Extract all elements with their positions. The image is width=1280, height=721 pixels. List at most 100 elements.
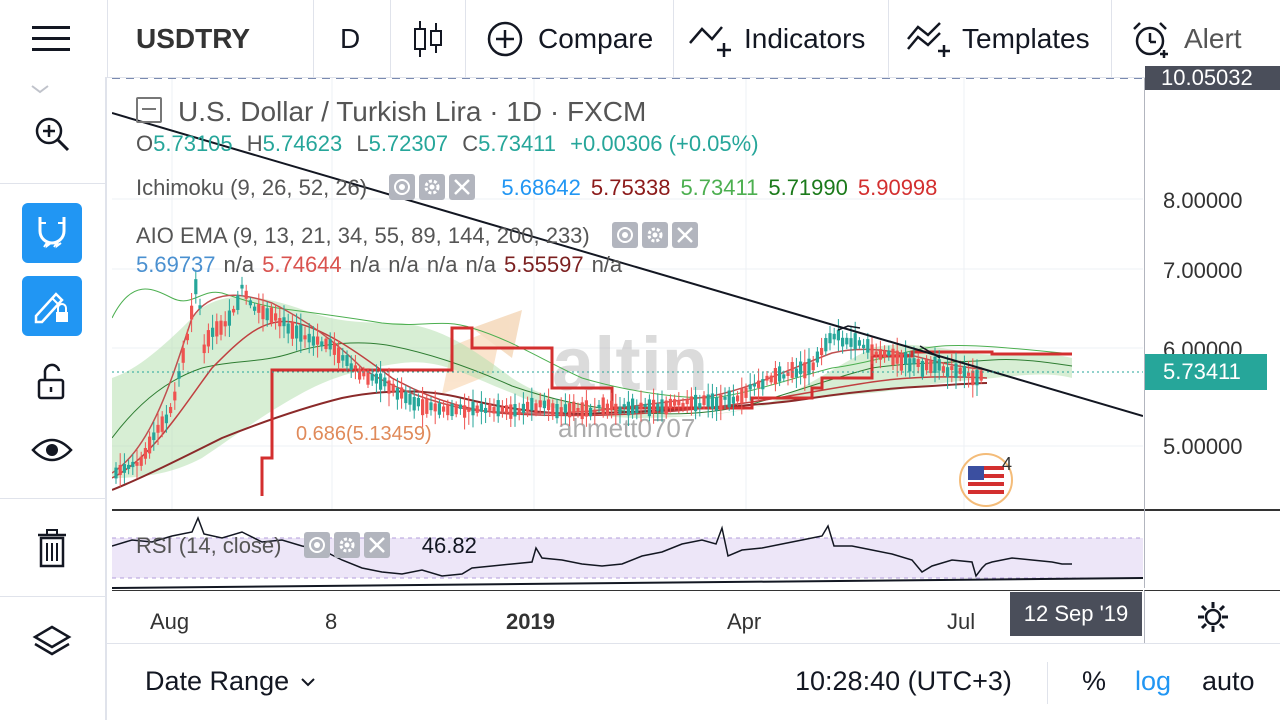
candle-body xyxy=(152,432,156,441)
alert-button[interactable]: Alert xyxy=(1130,0,1242,77)
candle-body xyxy=(878,349,882,360)
chart-canvas: altin ahmett0707 0.686 (5.13459) xyxy=(112,78,1143,510)
candle-body xyxy=(253,306,257,311)
ema-value: n/a xyxy=(591,252,623,277)
candle-body xyxy=(509,404,513,419)
candle-body xyxy=(236,295,240,310)
candle-body xyxy=(412,397,416,411)
candle-body xyxy=(181,348,185,363)
delete-drawings-button[interactable] xyxy=(22,519,82,579)
time-label: Apr xyxy=(727,609,762,634)
candle-body xyxy=(496,400,500,417)
unlock-button[interactable] xyxy=(22,352,82,412)
price-chart[interactable]: altin ahmett0707 0.686 (5.13459) xyxy=(112,78,1143,510)
candle-body xyxy=(446,404,450,416)
candle-body xyxy=(421,399,425,416)
ichimoku-value: 5.75338 xyxy=(590,175,671,200)
date-range-button[interactable]: Date Range xyxy=(145,666,317,697)
object-tree-button[interactable] xyxy=(22,613,82,673)
candle-body xyxy=(694,394,698,412)
candle-body xyxy=(526,401,530,412)
visibility-icon[interactable] xyxy=(303,532,330,558)
candle-body xyxy=(311,336,315,346)
visibility-icon[interactable] xyxy=(389,174,416,200)
candle-body xyxy=(458,404,462,409)
eye-icon xyxy=(31,438,73,462)
chart-settings-button[interactable] xyxy=(1144,590,1280,643)
close-icon[interactable] xyxy=(363,532,390,558)
candle-body xyxy=(773,368,777,385)
rsi-line xyxy=(112,515,1072,578)
candle-body xyxy=(257,304,261,313)
settings-icon[interactable] xyxy=(419,174,446,200)
candle-body xyxy=(664,400,668,415)
time-axis[interactable]: Aug 8 2019 Apr Jul 12 Sep '19 xyxy=(112,590,1143,643)
visibility-icon[interactable] xyxy=(611,222,638,248)
change-value: +0.00306 (+0.05%) xyxy=(570,131,759,156)
candles-icon[interactable] xyxy=(412,0,444,77)
candle-body xyxy=(353,365,357,369)
candle-body xyxy=(929,360,933,374)
menu-icon[interactable] xyxy=(32,0,72,77)
settings-icon[interactable] xyxy=(333,532,360,558)
collapse-icon[interactable] xyxy=(136,97,162,123)
candle-body xyxy=(706,394,710,407)
candle-body xyxy=(652,399,656,413)
ema-values: 5.69737 n/a 5.74644 n/a n/a n/a n/a 5.55597 n/a xyxy=(136,252,630,278)
candle-body xyxy=(954,363,958,379)
zoom-in-button[interactable] xyxy=(22,104,82,164)
indicators-button[interactable]: Indicators xyxy=(688,0,865,77)
candle-body xyxy=(542,400,546,409)
candle-body xyxy=(185,333,189,341)
rsi-pane[interactable]: RSI (14, close) 46.82 xyxy=(112,512,1143,590)
ichimoku-value: 5.73411 xyxy=(680,175,759,200)
templates-button[interactable]: Templates xyxy=(906,0,1090,77)
auto-toggle[interactable]: auto xyxy=(1202,666,1255,696)
candle-body xyxy=(198,305,202,309)
ema-value: n/a xyxy=(465,252,497,277)
candle-body xyxy=(887,350,891,356)
candle-body xyxy=(811,362,815,371)
candle-body xyxy=(383,377,387,387)
candle-body xyxy=(904,352,908,365)
rsi-name: RSI (14, close) xyxy=(136,533,282,558)
compare-button[interactable]: Compare xyxy=(486,0,653,77)
symbol-search[interactable]: USDTRY xyxy=(136,22,251,54)
watermark-text: altin xyxy=(552,322,708,407)
price-scale[interactable]: 10.05032 8.00000 7.00000 6.00000 5.00000… xyxy=(1144,66,1280,588)
candle-body xyxy=(484,407,488,413)
clock-time[interactable]: 10:28:40 (UTC+3) xyxy=(795,666,1012,696)
candle-body xyxy=(589,407,593,417)
time-label: 8 xyxy=(325,609,338,634)
interval-button[interactable]: D xyxy=(340,22,361,54)
chevron-down-icon[interactable] xyxy=(30,81,50,99)
candle-body xyxy=(479,403,483,412)
candle-body xyxy=(765,375,769,381)
candle-body xyxy=(681,402,685,408)
candle-body xyxy=(387,380,391,394)
candle-body xyxy=(307,333,311,343)
candle-body xyxy=(416,397,420,407)
low-value: 5.72307 xyxy=(368,131,449,156)
close-icon[interactable] xyxy=(671,222,698,248)
rsi-canvas xyxy=(112,515,1143,589)
candle-body xyxy=(782,374,786,379)
visibility-button[interactable] xyxy=(22,420,82,480)
ema-name: AIO EMA (9, 13, 21, 34, 55, 89, 144, 200… xyxy=(136,223,590,248)
log-toggle[interactable]: log xyxy=(1135,666,1172,696)
close-icon[interactable] xyxy=(449,174,476,200)
magnet-button[interactable] xyxy=(22,203,82,263)
candle-body xyxy=(967,372,971,376)
candle-body xyxy=(559,407,563,416)
open-value: 5.73105 xyxy=(153,131,233,156)
candle-body xyxy=(265,308,269,321)
lock-drawings-button[interactable] xyxy=(22,276,82,336)
candle-body xyxy=(341,355,345,361)
templates-icon xyxy=(907,21,950,57)
candle-body xyxy=(164,414,168,424)
layers-icon xyxy=(32,625,72,656)
percent-toggle[interactable]: % xyxy=(1082,666,1107,696)
candle-body xyxy=(740,388,744,404)
settings-icon[interactable] xyxy=(641,222,668,248)
magnet-icon xyxy=(38,217,66,249)
